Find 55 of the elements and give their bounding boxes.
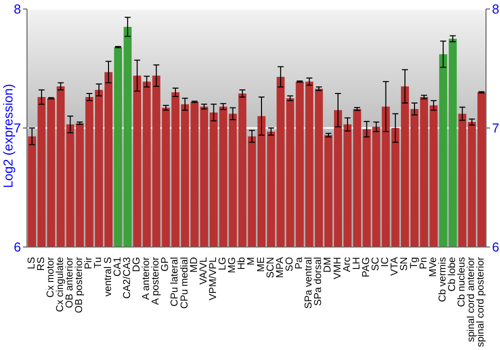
x-tick-label: spinal cord posterior — [476, 256, 487, 348]
x-tick-label: ventral S — [102, 256, 114, 296]
x-tick-label: CA1 — [112, 256, 124, 276]
x-tick-label: M — [246, 257, 258, 266]
x-tick-label: Hb — [236, 256, 248, 270]
x-tick-label: Cx cingulate — [54, 256, 66, 312]
x-tick-label: VA/VL — [198, 256, 210, 285]
x-tick-label: VPM/VPL — [208, 256, 219, 300]
x-tick-label: Pir — [84, 256, 95, 270]
x-tick-label: OB anterior — [64, 256, 76, 308]
x-tick-label: SN — [399, 257, 410, 271]
x-tick-label: Tg — [408, 257, 420, 269]
x-tick-label: RS — [36, 256, 47, 271]
x-tick-label: Cb vermis — [437, 257, 448, 302]
x-tick-label: VMH — [332, 257, 344, 280]
x-tick-label: Cx motor — [45, 256, 56, 298]
x-tick-label: MVe — [428, 256, 439, 278]
y-tick-label: 6 — [14, 240, 21, 255]
x-tick-label: Pa — [294, 256, 306, 270]
x-tick-label: spinal cord anterior — [466, 256, 478, 342]
x-tick-label: GP — [160, 256, 172, 272]
x-tick-label: IC — [380, 257, 392, 267]
y2-tick-label: 8 — [492, 2, 500, 17]
x-tick-label: ME — [256, 256, 267, 272]
x-tick-label: A posterior — [150, 256, 162, 305]
x-tick-label: Arc — [342, 257, 353, 272]
x-tick-label: Cb lobe — [447, 256, 458, 292]
y2-tick-label: 7 — [492, 120, 500, 136]
x-tick-label: CPu medial — [179, 257, 190, 309]
x-tick-label: LS — [26, 256, 38, 270]
x-tick-label: CPu lateral — [170, 257, 181, 306]
x-tick-label: OB posterior — [74, 256, 86, 314]
x-tick-label: LH — [351, 257, 362, 270]
x-tick-label: MPA — [274, 256, 286, 278]
x-tick-label: SCN — [265, 257, 276, 278]
x-tick-label: VTA — [390, 256, 401, 276]
x-tick-label: Tu — [93, 257, 104, 268]
x-tick-label: SC — [370, 257, 382, 271]
x-tick-label: SPa dorsal — [313, 257, 324, 306]
x-tick-label: PAG — [360, 256, 372, 278]
x-tick-label: MG — [227, 256, 238, 274]
x-tick-label: SO — [284, 256, 296, 272]
x-tick-label: MD — [188, 257, 200, 273]
x-tick-label: Pn — [418, 257, 430, 270]
x-tick-label: LG — [218, 256, 229, 270]
y-tick-label: 7 — [14, 120, 21, 136]
x-tick-label: SPa ventral — [304, 257, 315, 309]
x-tick-label: Cb nucleus — [456, 257, 468, 308]
y-axis-title: Log2 (expression) — [0, 84, 16, 188]
y-tick-label: 8 — [14, 2, 21, 17]
x-tick-label: DM — [322, 257, 334, 273]
y2-tick-label: 6 — [492, 240, 500, 255]
x-tick-label: DG — [131, 256, 142, 272]
x-tick-label: A anterior — [141, 256, 152, 300]
x-tick-label: CA2/CA3 — [122, 256, 133, 299]
